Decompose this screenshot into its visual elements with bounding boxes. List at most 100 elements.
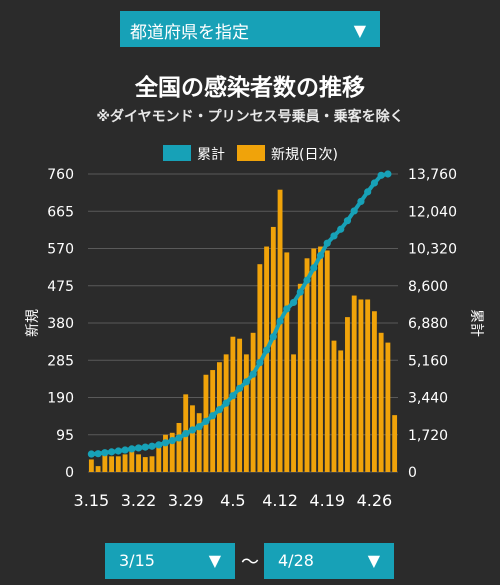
bar-daily bbox=[371, 311, 377, 472]
bar-daily bbox=[284, 252, 290, 472]
bar-daily bbox=[297, 283, 303, 472]
point-cumulative bbox=[337, 225, 345, 233]
chart: 累計 新規(日次) 760 13,760 665 12,040 570 10,320 475… bbox=[25, 145, 484, 510]
point-cumulative bbox=[168, 437, 176, 445]
point-cumulative bbox=[384, 170, 392, 178]
legend: 累計 新規(日次) bbox=[163, 145, 338, 163]
y-tick-label-right: 1,720 bbox=[408, 428, 448, 444]
bar-daily bbox=[176, 422, 182, 472]
y-tick-label-right: 6,880 bbox=[408, 316, 448, 332]
point-cumulative bbox=[101, 449, 109, 457]
point-cumulative bbox=[222, 399, 230, 407]
bar-daily bbox=[358, 299, 364, 472]
point-cumulative bbox=[182, 430, 190, 438]
point-cumulative bbox=[350, 207, 358, 215]
point-cumulative bbox=[229, 392, 237, 400]
legend-label-cumulative: 累計 bbox=[197, 147, 225, 163]
point-cumulative bbox=[148, 442, 156, 450]
point-cumulative bbox=[323, 239, 331, 247]
bar-daily bbox=[223, 354, 229, 472]
chevron-down-icon: ▼ bbox=[367, 551, 380, 570]
x-tick-label: 4.26 bbox=[357, 491, 393, 510]
x-tick-label: 4.19 bbox=[309, 491, 345, 510]
bar-daily bbox=[142, 457, 148, 472]
x-tick-label: 3.15 bbox=[74, 491, 110, 510]
bar-daily bbox=[190, 405, 195, 472]
point-cumulative bbox=[262, 346, 271, 354]
point-cumulative bbox=[364, 188, 372, 196]
bar-daily bbox=[365, 299, 371, 472]
point-cumulative bbox=[128, 445, 136, 453]
legend-swatch-cumulative bbox=[163, 145, 191, 161]
bar-daily bbox=[324, 250, 330, 472]
point-cumulative bbox=[195, 423, 203, 431]
bar-daily bbox=[156, 447, 162, 472]
bar-daily bbox=[88, 459, 94, 472]
point-cumulative bbox=[161, 439, 170, 447]
bar-daily bbox=[95, 466, 101, 472]
y-tick-label-right: 8,600 bbox=[408, 279, 448, 295]
point-cumulative bbox=[114, 447, 122, 455]
bar-daily bbox=[378, 332, 384, 472]
bar-daily bbox=[291, 354, 296, 472]
chevron-down-icon: ▼ bbox=[208, 551, 221, 570]
chart-title: 全国の感染者数の推移 bbox=[135, 75, 365, 101]
y-tick-label-left: 665 bbox=[47, 204, 74, 220]
point-cumulative bbox=[283, 305, 291, 313]
point-cumulative bbox=[87, 450, 95, 458]
x-tick-label: 3.29 bbox=[168, 491, 204, 510]
y-tick-label-left: 380 bbox=[47, 316, 74, 332]
y-axis-label-left: 新規 bbox=[25, 309, 41, 337]
point-cumulative bbox=[242, 378, 250, 386]
bar-daily bbox=[210, 370, 216, 472]
bar-daily bbox=[163, 434, 168, 472]
bar-daily bbox=[270, 226, 276, 472]
bar-daily bbox=[331, 340, 337, 472]
date-from-select[interactable]: 3/15 ▼ bbox=[105, 543, 235, 579]
bar-daily bbox=[169, 432, 175, 472]
point-cumulative bbox=[357, 197, 365, 206]
bar-daily bbox=[109, 456, 115, 472]
date-range-separator: 〜 bbox=[241, 552, 259, 573]
y-tick-label-left: 95 bbox=[56, 428, 74, 444]
prefecture-select[interactable]: 都道府県を指定 ▼ bbox=[120, 11, 380, 47]
date-to-value: 4/28 bbox=[278, 551, 314, 570]
point-cumulative bbox=[296, 288, 304, 296]
y-tick-label-left: 190 bbox=[47, 391, 74, 407]
bar-daily bbox=[277, 189, 283, 472]
y-tick-label-left: 570 bbox=[47, 242, 74, 258]
point-cumulative bbox=[215, 406, 224, 414]
prefecture-select-label: 都道府県を指定 bbox=[130, 23, 249, 43]
x-tick-label: 4.5 bbox=[220, 491, 245, 510]
chart-subtitle: ※ダイヤモンド・プリンセス号乗員・乗客を除く bbox=[96, 109, 404, 125]
date-from-value: 3/15 bbox=[119, 551, 155, 570]
point-cumulative bbox=[107, 448, 116, 456]
point-cumulative bbox=[330, 232, 338, 240]
point-cumulative bbox=[343, 217, 352, 225]
point-cumulative bbox=[276, 317, 284, 325]
bar-daily bbox=[136, 454, 141, 472]
bar-daily bbox=[122, 454, 128, 472]
bar-daily bbox=[230, 336, 236, 472]
y-tick-label-right: 5,160 bbox=[408, 353, 448, 369]
y-tick-label-left: 475 bbox=[47, 279, 74, 295]
point-cumulative bbox=[175, 434, 183, 442]
y-tick-label-right: 0 bbox=[408, 465, 417, 481]
bar-daily bbox=[345, 317, 350, 472]
bar-daily bbox=[115, 456, 121, 472]
point-cumulative bbox=[310, 264, 318, 272]
bar-daily bbox=[129, 451, 135, 472]
bar-daily bbox=[196, 413, 202, 472]
bar-daily bbox=[237, 338, 243, 472]
point-cumulative bbox=[94, 450, 102, 458]
y-tick-label-right: 13,760 bbox=[408, 167, 457, 183]
point-cumulative bbox=[134, 444, 143, 452]
y-tick-label-right: 10,320 bbox=[408, 242, 457, 258]
point-cumulative bbox=[269, 333, 277, 341]
date-to-select[interactable]: 4/28 ▼ bbox=[264, 543, 394, 579]
chevron-down-icon: ▼ bbox=[353, 21, 366, 40]
bar-daily bbox=[264, 246, 270, 472]
y-tick-label-right: 12,040 bbox=[408, 204, 457, 220]
point-cumulative bbox=[202, 417, 210, 425]
y-tick-label-left: 285 bbox=[47, 353, 74, 369]
